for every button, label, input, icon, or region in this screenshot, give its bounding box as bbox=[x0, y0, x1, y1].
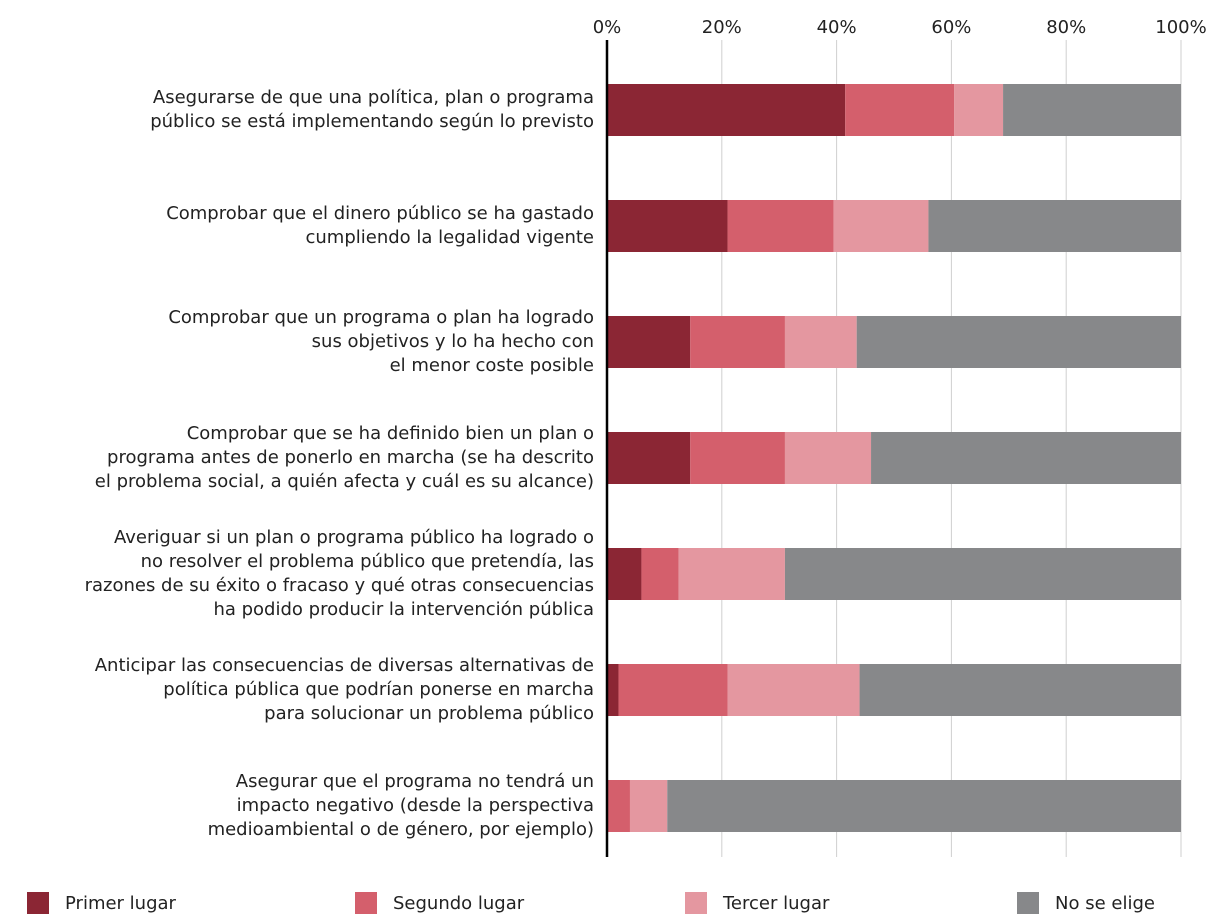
category-label: medioambiental o de género, por ejemplo) bbox=[208, 819, 594, 840]
bar-segment bbox=[784, 548, 1181, 600]
bar-segment bbox=[1003, 84, 1181, 136]
legend-label: Tercer lugar bbox=[722, 893, 830, 914]
legend-label: Primer lugar bbox=[65, 893, 177, 914]
bar-segment bbox=[690, 316, 785, 368]
x-tick-label: 60% bbox=[931, 17, 971, 38]
legend-swatch bbox=[355, 892, 377, 914]
bar-segment bbox=[607, 780, 630, 832]
category-label: razones de su éxito o fracaso y qué otra… bbox=[85, 575, 594, 596]
bar-segment bbox=[607, 316, 691, 368]
bar-segment bbox=[607, 548, 642, 600]
bar-segment bbox=[690, 432, 785, 484]
category-label: política pública que podrían ponerse en … bbox=[163, 679, 594, 700]
category-label: cumpliendo la legalidad vigente bbox=[306, 227, 595, 248]
bar-segment bbox=[833, 200, 929, 252]
category-label: Anticipar las consecuencias de diversas … bbox=[95, 655, 594, 676]
bar-segment bbox=[727, 664, 860, 716]
bar-segment bbox=[859, 664, 1181, 716]
legend-swatch bbox=[685, 892, 707, 914]
category-label: el problema social, a quién afecta y cuá… bbox=[95, 471, 594, 492]
x-tick-label: 0% bbox=[593, 17, 622, 38]
x-tick-label: 80% bbox=[1046, 17, 1086, 38]
category-label: para solucionar un problema público bbox=[264, 703, 594, 724]
bar-segment bbox=[784, 432, 872, 484]
bar-segment bbox=[928, 200, 1181, 252]
bar-segment bbox=[618, 664, 728, 716]
category-label: no resolver el problema público que pret… bbox=[141, 551, 594, 572]
x-tick-label: 100% bbox=[1155, 17, 1206, 38]
bar-segment bbox=[607, 432, 691, 484]
bar-segment bbox=[607, 84, 846, 136]
legend-label: No se elige bbox=[1055, 893, 1155, 914]
category-label: el menor coste posible bbox=[390, 355, 594, 376]
legend-label: Segundo lugar bbox=[393, 893, 525, 914]
category-label: Comprobar que el dinero público se ha ga… bbox=[166, 203, 594, 224]
x-tick-label: 40% bbox=[817, 17, 857, 38]
bar-segment bbox=[641, 548, 679, 600]
bar-segment bbox=[629, 780, 668, 832]
category-label: Asegurarse de que una política, plan o p… bbox=[153, 87, 594, 108]
category-label: impacto negativo (desde la perspectiva bbox=[237, 795, 594, 816]
bar-segment bbox=[784, 316, 857, 368]
bar-segment bbox=[845, 84, 955, 136]
category-label: público se está implementando según lo p… bbox=[150, 111, 594, 132]
legend-swatch bbox=[1017, 892, 1039, 914]
category-label: sus objetivos y lo ha hecho con bbox=[312, 331, 594, 352]
bar-segment bbox=[678, 548, 785, 600]
x-tick-label: 20% bbox=[702, 17, 742, 38]
legend-swatch bbox=[27, 892, 49, 914]
bar-segment bbox=[607, 200, 728, 252]
category-label: ha podido producir la intervención públi… bbox=[213, 599, 594, 620]
bar-segment bbox=[727, 200, 834, 252]
bar-segment bbox=[607, 664, 619, 716]
bar-segment bbox=[954, 84, 1004, 136]
category-label: Comprobar que se ha definido bien un pla… bbox=[187, 423, 594, 444]
category-label: Comprobar que un programa o plan ha logr… bbox=[168, 307, 594, 328]
bar-segment bbox=[667, 780, 1181, 832]
category-label: Asegurar que el programa no tendrá un bbox=[236, 771, 594, 792]
category-label: programa antes de ponerlo en marcha (se … bbox=[107, 447, 594, 468]
category-label: Averiguar si un plan o programa público … bbox=[114, 527, 594, 548]
bar-segment bbox=[871, 432, 1181, 484]
bar-segment bbox=[856, 316, 1181, 368]
